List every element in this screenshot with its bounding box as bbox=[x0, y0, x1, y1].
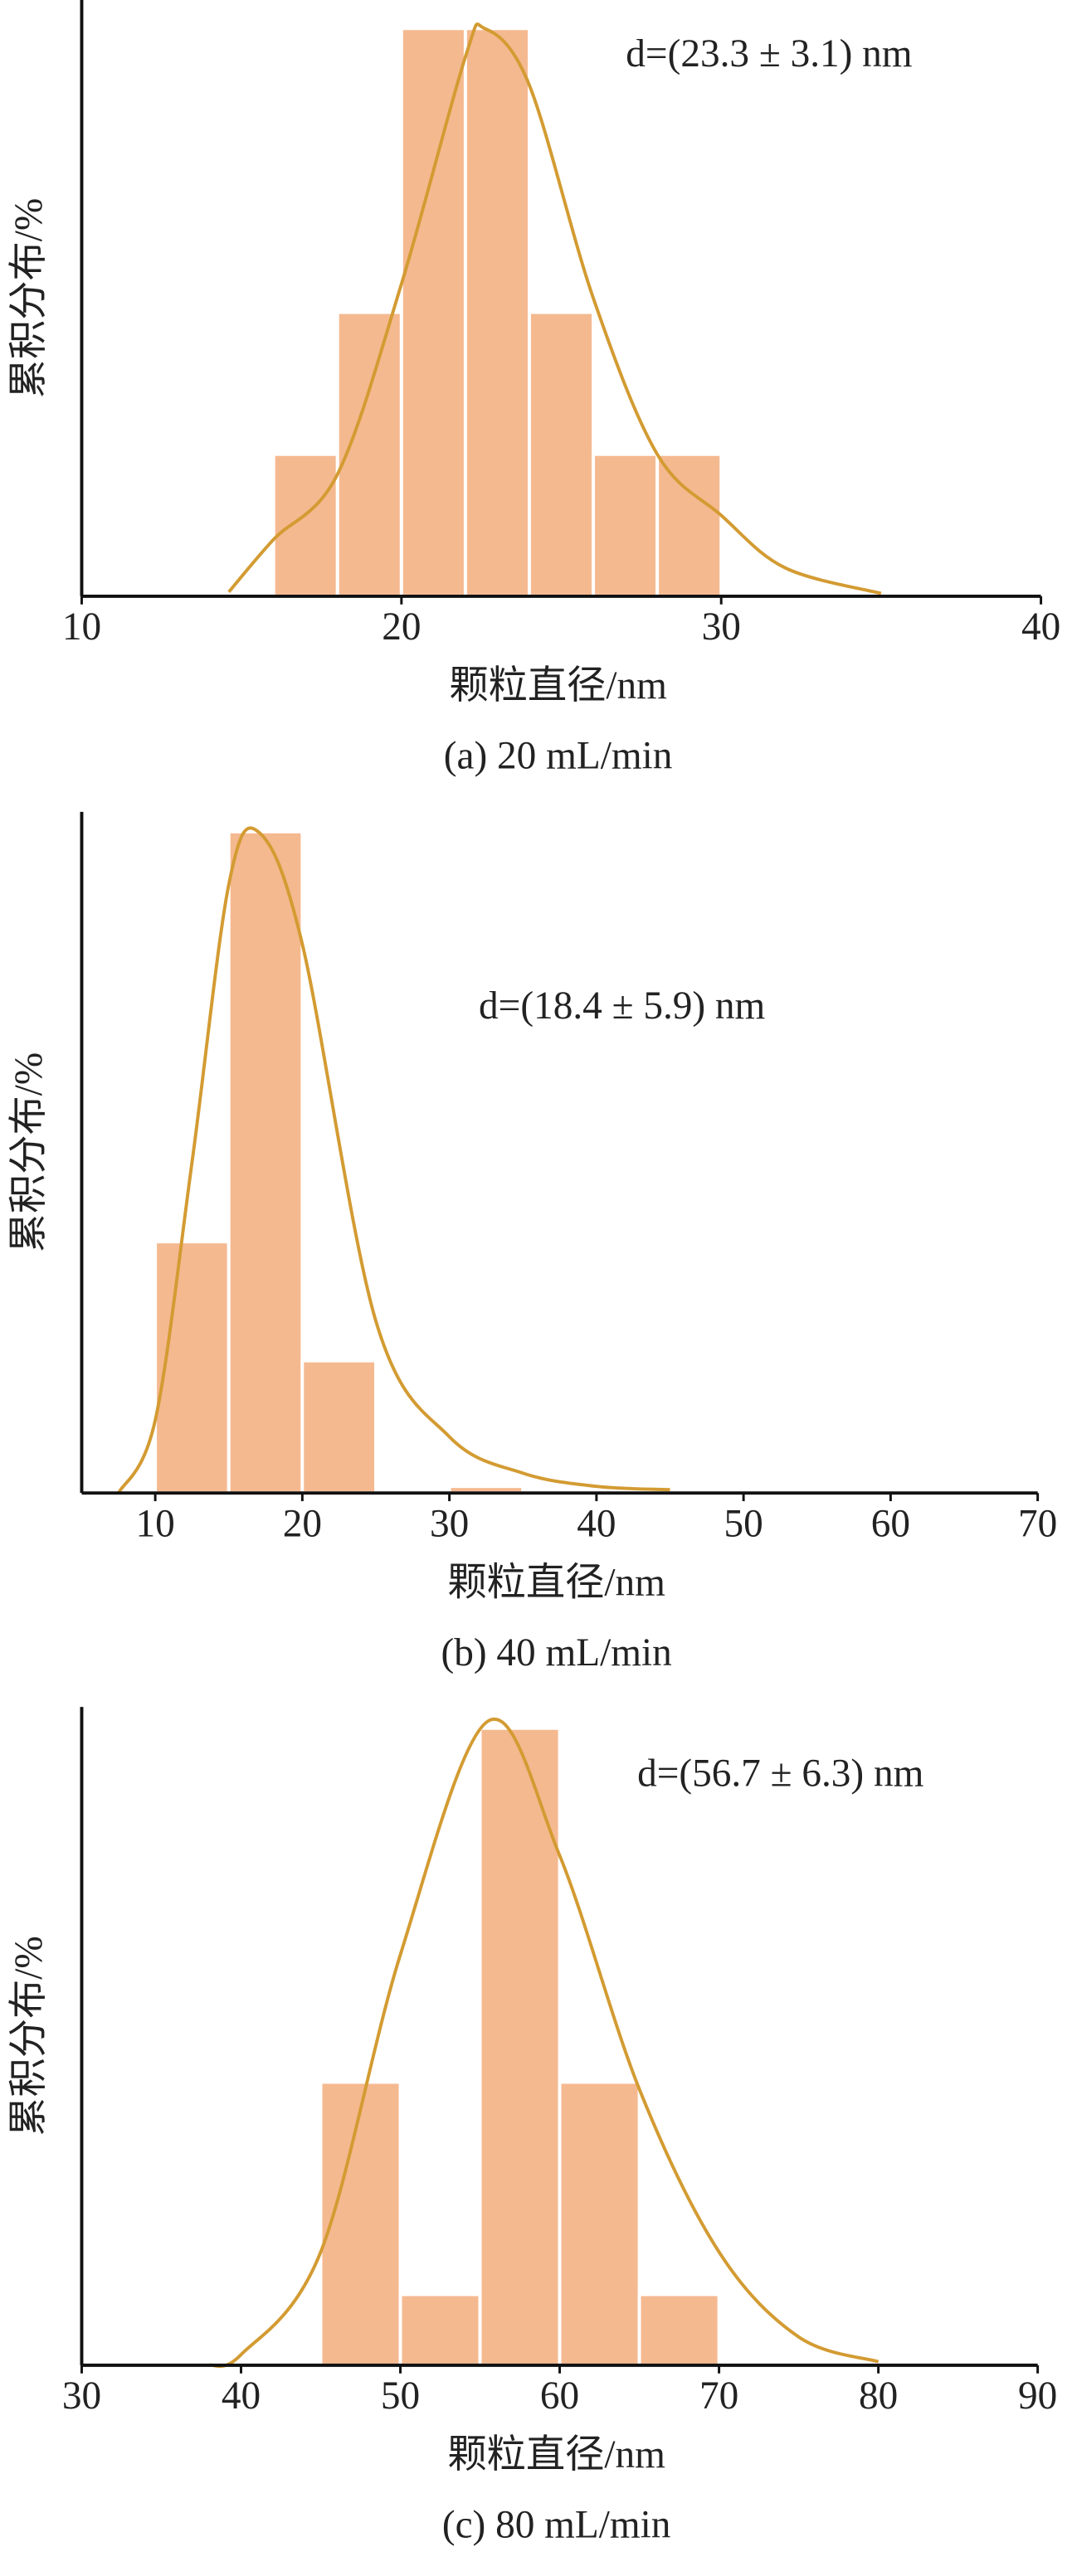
y-axis-label: 累积分布/% bbox=[7, 1936, 51, 2136]
x-tick-label: 50 bbox=[381, 2374, 420, 2418]
x-tick-label: 30 bbox=[430, 1502, 469, 1545]
y-axis-label: 累积分布/% bbox=[7, 198, 51, 398]
bar bbox=[478, 1726, 562, 2367]
histogram-chart: 30 40 50 60 70 80 90 颗粒直径/nm (c) 80 mL/min 累积分布/%… bbox=[7, 1707, 1057, 2547]
histogram-chart: 10 20 30 40 颗粒直径/nm (a) 20 mL/min 累积分布/% d=(23.… bbox=[7, 0, 1060, 778]
bar bbox=[637, 2292, 721, 2367]
annotation: d=(23.3 ± 3.1) nm bbox=[626, 32, 912, 75]
x-tick-label: 20 bbox=[283, 1502, 322, 1545]
x-tick-label: 30 bbox=[62, 2374, 101, 2418]
bar bbox=[558, 2080, 641, 2367]
fit-curve bbox=[117, 826, 670, 1495]
x-tick-label: 60 bbox=[540, 2374, 579, 2418]
bar bbox=[398, 2292, 482, 2367]
x-tick-label: 40 bbox=[222, 2374, 261, 2418]
bar bbox=[319, 2080, 402, 2367]
x-tick-label: 20 bbox=[382, 605, 421, 649]
caption: (b) 40 mL/min bbox=[441, 1631, 672, 1674]
annotation: d=(18.4 ± 5.9) nm bbox=[479, 984, 765, 1028]
x-tick-label: 50 bbox=[724, 1502, 763, 1545]
x-axis-label: 颗粒直径/nm bbox=[447, 2433, 665, 2476]
fit-curve bbox=[208, 1718, 880, 2369]
x-tick-label: 70 bbox=[1018, 1502, 1057, 1545]
caption: (a) 20 mL/min bbox=[444, 735, 673, 778]
bar bbox=[227, 829, 305, 1495]
x-tick-label: 70 bbox=[699, 2374, 738, 2418]
bar bbox=[153, 1240, 231, 1495]
bar bbox=[463, 27, 531, 598]
x-tick-label: 10 bbox=[62, 605, 101, 649]
annotation: d=(56.7 ± 6.3) nm bbox=[637, 1752, 923, 1796]
bar bbox=[300, 1358, 378, 1495]
y-axis-label: 累积分布/% bbox=[7, 1052, 51, 1252]
x-tick-label: 40 bbox=[1021, 605, 1060, 649]
bar bbox=[399, 27, 467, 598]
bar bbox=[528, 310, 596, 598]
x-tick-label: 60 bbox=[871, 1502, 910, 1545]
fit-curve bbox=[227, 22, 882, 595]
bar bbox=[271, 452, 339, 598]
bar bbox=[592, 452, 660, 598]
x-tick-label: 10 bbox=[135, 1502, 174, 1545]
x-tick-label: 80 bbox=[859, 2374, 898, 2418]
x-axis-label: 颗粒直径/nm bbox=[449, 664, 667, 707]
caption: (c) 80 mL/min bbox=[442, 2504, 671, 2547]
x-tick-label: 30 bbox=[702, 605, 741, 649]
bar bbox=[655, 452, 724, 598]
x-axis-label: 颗粒直径/nm bbox=[447, 1561, 665, 1604]
histogram-chart: 10 20 30 40 50 60 70 颗粒直径/nm (b) 40 mL/min 累积分布/%… bbox=[7, 811, 1057, 1674]
x-tick-label: 40 bbox=[577, 1502, 616, 1545]
x-tick-label: 90 bbox=[1018, 2374, 1057, 2418]
